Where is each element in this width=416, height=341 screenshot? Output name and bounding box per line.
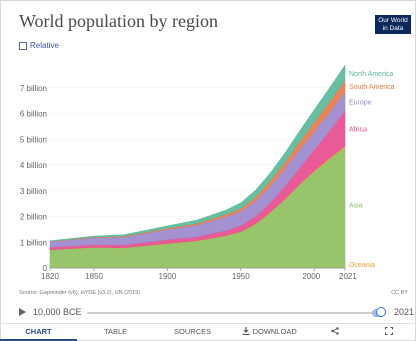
y-tick-label: 4 billion [20,161,47,170]
owid-logo[interactable]: Our World in Data [375,15,411,34]
x-tick-label: 1820 [41,272,59,281]
relative-toggle[interactable]: Relative [19,41,59,50]
y-tick-label: 0 [43,264,48,273]
timeline-track[interactable] [87,312,377,314]
tab-bar: CHART TABLE SOURCES DOWNLOAD [0,323,416,341]
legend-label-oceania: Oceania [349,262,375,269]
logo-line-2: in Data [382,25,404,32]
timeline-handle[interactable] [376,307,386,317]
license-link[interactable]: CC BY [391,290,408,296]
legend-label-north-america: North America [349,71,393,78]
tab-table[interactable]: TABLE [103,327,128,336]
x-tick-label: 1950 [232,272,250,281]
play-icon[interactable] [19,308,26,316]
y-tick-label: 6 billion [20,110,47,119]
x-tick-label: 2021 [339,272,357,281]
axis-layer: 0 1 billion 2 billion 3 billion 4 billion 5 b… [20,84,357,281]
area-layer [49,64,346,269]
timeline: 10,000 BCE 2021 [0,304,416,322]
x-tick-label: 1900 [159,272,177,281]
y-tick-label: 7 billion [20,84,47,93]
tab-fullscreen[interactable] [362,324,416,341]
legend-layer: Oceania Asia Africa Europe South America Nort… [349,71,395,269]
x-tick-label: 2000 [302,272,320,281]
area-north-america [49,64,346,242]
y-tick-label: 3 billion [20,187,47,196]
relative-checkbox[interactable] [19,41,27,50]
download-icon [242,327,250,336]
share-icon [331,327,339,335]
tab-download[interactable]: DOWNLOAD [231,324,308,341]
legend-label-south-america: South America [349,84,395,91]
tab-sources[interactable]: SOURCES [174,327,212,336]
chart-title: World population by region [19,11,219,31]
y-tick-label: 5 billion [20,135,47,144]
chart-svg: 0 1 billion 2 billion 3 billion 4 billion 5 b… [20,64,395,281]
legend-label-asia: Asia [349,203,363,210]
source-note: Source: Gapminder (v6), HYDE (v3.2), UN … [19,290,141,296]
legend-label-africa: Africa [349,126,367,133]
tab-share[interactable] [308,324,362,341]
y-tick-label: 2 billion [20,213,47,222]
tab-chart[interactable]: CHART [0,324,78,341]
timeline-start-label: 10,000 BCE [33,307,82,317]
tab-download-label: DOWNLOAD [252,327,297,336]
y-tick-label: 1 billion [20,238,47,247]
x-tick-label: 1850 [85,272,103,281]
timeline-end-label: 2021 [394,307,415,317]
logo-line-1: Our World [378,17,408,24]
legend-label-europe: Europe [349,99,372,106]
relative-label: Relative [30,41,59,50]
fullscreen-icon [385,327,393,335]
